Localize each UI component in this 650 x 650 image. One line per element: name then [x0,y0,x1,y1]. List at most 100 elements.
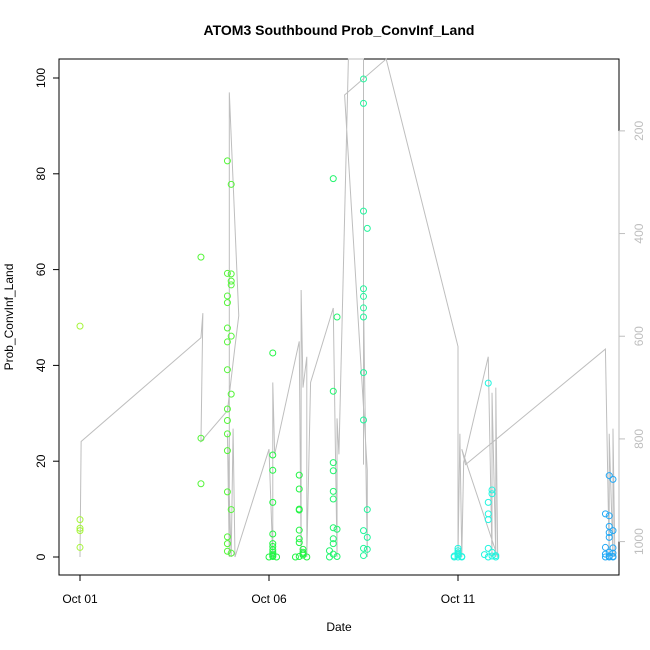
data-point [363,224,371,232]
data-point [223,430,231,438]
data-point [333,525,341,533]
data-point [197,434,205,442]
data-point [227,270,235,278]
data-point [269,451,277,459]
data-point [333,553,341,561]
data-point [360,313,367,321]
data-point [223,447,231,455]
data-point [223,547,231,555]
data-point [295,485,303,493]
data-point [329,495,337,503]
data-point [76,322,84,330]
data-point [227,277,235,285]
data-point [303,553,311,561]
data-point [329,175,337,183]
data-point [484,553,492,561]
right-tick-label: 1000 [632,528,646,555]
data-point [601,553,609,561]
data-point [458,553,466,561]
data-point [601,543,609,551]
data-point [329,387,337,395]
data-point [299,551,307,559]
data-point [360,416,367,424]
data-point [329,540,337,548]
y-tick-label: 80 [34,167,48,181]
data-point [492,553,500,561]
data-point [488,552,496,560]
data-point [269,553,277,561]
data-point [295,539,303,547]
y-tick-label: 20 [34,454,48,468]
data-point [265,553,273,561]
points-layer [76,75,617,561]
chart-title: ATOM3 Southbound Prob_ConvInf_Land [204,22,475,38]
data-point [223,157,231,165]
right-tick-label: 400 [632,223,646,243]
data-point [609,475,617,483]
data-point [269,548,277,556]
data-point [360,369,367,377]
x-tick-label: Oct 06 [251,592,287,606]
right-tick-label: 200 [632,121,646,141]
y-tick-label: 40 [34,358,48,372]
data-point [360,99,367,107]
y-tick-label: 60 [34,263,48,277]
data-point [325,553,333,561]
data-point [291,553,299,561]
data-point [605,553,613,561]
data-point [360,292,367,300]
axes-layer: 0 20 40 60 80 100 Oct 01 Oct 06 Oct 11 200 400 600 8… [34,68,646,606]
data-point [360,544,367,552]
data-point [197,480,205,488]
plot-frame [58,58,620,576]
data-point [223,540,231,548]
data-point [360,285,367,293]
data-point [223,324,231,332]
data-point [360,75,367,83]
data-point [605,533,613,541]
data-point [601,510,609,518]
data-point [609,527,617,535]
data-point [223,269,231,277]
data-point [76,524,84,532]
data-point [295,553,303,561]
data-point [223,533,231,541]
data-point [488,490,496,498]
data-point [227,180,235,188]
data-point [450,553,458,561]
data-point [360,552,367,560]
data-point [223,338,231,346]
data-point [329,535,337,543]
data-point [223,299,231,307]
data-point [488,486,496,494]
data-point [76,527,84,535]
data-point [273,553,281,561]
data-point [360,304,367,312]
data-point [269,530,277,538]
data-point [269,498,277,506]
data-point [363,545,371,553]
data-point [223,488,231,496]
data-point [480,551,488,559]
data-point [227,390,235,398]
data-point [325,547,333,555]
data-point [227,549,235,557]
data-point [329,459,337,467]
data-point [76,543,84,551]
data-point [223,366,231,374]
x-axis-label: Date [326,620,352,634]
data-point [227,332,235,340]
y-tick-label: 0 [34,553,48,560]
data-point [484,379,492,387]
data-point [223,416,231,424]
data-point [295,506,303,514]
data-point [295,471,303,479]
data-point [223,292,231,300]
data-point [227,281,235,289]
data-point [197,253,205,261]
right-tick-label: 800 [632,429,646,449]
data-point [223,405,231,413]
data-point [605,529,613,537]
data-point [295,526,303,534]
data-point [484,516,492,524]
